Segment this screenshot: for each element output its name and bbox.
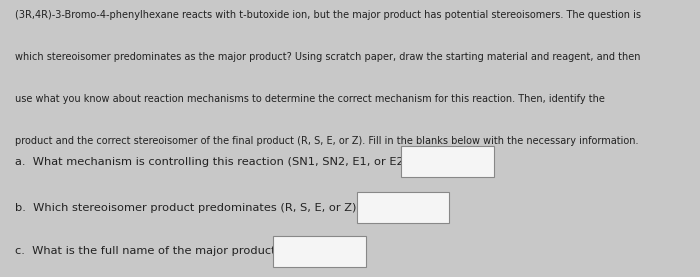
Text: a.  What mechanism is controlling this reaction (SN1, SN2, E1, or E2)?: a. What mechanism is controlling this re… <box>15 157 414 166</box>
Text: b.  Which stereoisomer product predominates (R, S, E, or Z)?: b. Which stereoisomer product predominat… <box>15 203 363 213</box>
FancyBboxPatch shape <box>402 146 494 177</box>
Text: which stereoisomer predominates as the major product? Using scratch paper, draw : which stereoisomer predominates as the m… <box>15 52 640 62</box>
Text: use what you know about reaction mechanisms to determine the correct mechanism f: use what you know about reaction mechani… <box>15 94 605 104</box>
Text: c.  What is the full name of the major product?: c. What is the full name of the major pr… <box>15 246 282 256</box>
FancyBboxPatch shape <box>357 192 449 223</box>
FancyBboxPatch shape <box>273 235 366 267</box>
Text: (3R,4R)-3-Bromo-4-phenylhexane reacts with t-butoxide ion, but the major product: (3R,4R)-3-Bromo-4-phenylhexane reacts wi… <box>15 9 641 20</box>
Text: product and the correct stereoisomer of the final product (R, S, E, or Z). Fill : product and the correct stereoisomer of … <box>15 136 638 146</box>
